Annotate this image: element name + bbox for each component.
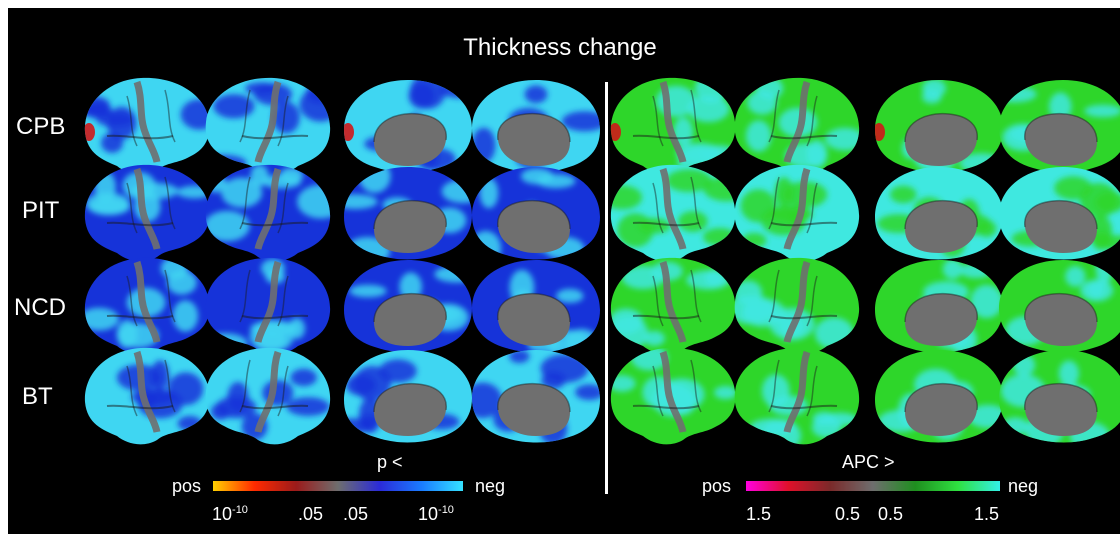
left-brain-bt-view-2 xyxy=(205,347,331,445)
left-brain-ncd-view-2 xyxy=(205,257,331,355)
left-colorbar-tick-2: .05 xyxy=(298,504,324,524)
right-colorbar-tick-2: 0.5 xyxy=(835,504,861,524)
right-brain-pit-view-2 xyxy=(734,164,860,262)
left-brain-ncd-view-3 xyxy=(344,260,472,353)
right-brain-bt-view-4 xyxy=(999,350,1120,443)
left-brain-pit-view-4 xyxy=(472,167,600,260)
left-colorbar-tick-3: .05 xyxy=(343,504,369,524)
left-colorbar-tick-1: 10-10 xyxy=(212,504,248,524)
left-colorbar-tick-4: 10-10 xyxy=(418,504,454,524)
left-brain-bt-view-3 xyxy=(344,350,472,443)
right-brain-ncd-view-4 xyxy=(999,260,1120,353)
left-colorbar-neg-label: neg xyxy=(475,476,506,496)
left-colorbar-pos-label: pos xyxy=(172,476,202,496)
left-brain-cpb-view-2 xyxy=(205,77,331,175)
right-colorbar-neg-label: neg xyxy=(1008,476,1039,496)
figure-title: Thickness change xyxy=(463,34,657,61)
right-colorbar-tick-3: 0.5 xyxy=(878,504,904,524)
row-label-bt: BT xyxy=(22,383,53,410)
row-label-pit: PIT xyxy=(22,197,60,224)
left-brain-ncd-view-4 xyxy=(472,260,600,353)
right-brain-ncd-view-1 xyxy=(610,257,736,355)
right-brain-cpb-view-2 xyxy=(734,77,860,175)
left-brain-bt-view-1 xyxy=(84,347,210,445)
left-brain-pit-view-1 xyxy=(84,164,210,262)
left-brain-pit-view-3 xyxy=(344,167,472,260)
right-colorbar-tick-1: 1.5 xyxy=(746,504,772,524)
left-brain-pit-view-2 xyxy=(205,164,331,262)
right-colorbar-label: APC > xyxy=(842,452,895,472)
right-colorbar-pos-label: pos xyxy=(702,476,732,496)
right-brain-cpb-view-4 xyxy=(999,80,1120,173)
right-brain-cpb-view-1 xyxy=(610,77,736,175)
right-brain-ncd-view-3 xyxy=(875,260,1003,353)
right-colorbar-tick-4: 1.5 xyxy=(974,504,1000,524)
right-brain-cpb-view-3 xyxy=(875,80,1003,173)
left-brain-cpb-view-3 xyxy=(344,80,472,173)
right-brain-ncd-view-2 xyxy=(734,257,860,355)
right-brain-bt-view-3 xyxy=(875,350,1003,443)
left-brain-ncd-view-1 xyxy=(84,257,210,355)
right-brain-pit-view-1 xyxy=(610,164,736,262)
left-brain-cpb-view-4 xyxy=(472,80,600,173)
right-brain-bt-view-2 xyxy=(734,347,860,445)
left-brain-cpb-view-1 xyxy=(84,77,210,175)
row-label-cpb: CPB xyxy=(16,113,66,140)
right-brain-pit-view-3 xyxy=(875,167,1003,260)
left-colorbar xyxy=(213,481,463,491)
right-colorbar xyxy=(746,481,1000,491)
right-brain-bt-view-1 xyxy=(610,347,736,445)
left-brain-bt-view-4 xyxy=(472,350,600,443)
panel-divider xyxy=(605,82,608,494)
row-label-ncd: NCD xyxy=(14,294,66,321)
left-colorbar-label: p < xyxy=(377,452,403,472)
right-brain-pit-view-4 xyxy=(999,167,1120,260)
